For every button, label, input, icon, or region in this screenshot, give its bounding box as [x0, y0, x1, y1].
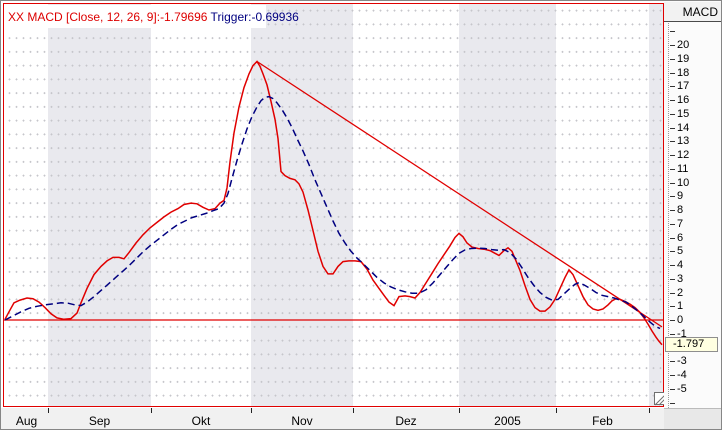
y-axis-label: 20 [677, 39, 690, 51]
trigger-line [4, 95, 661, 330]
y-axis-label: 7 [677, 217, 684, 230]
x-axis-label: Dez [395, 414, 417, 428]
y-axis-tick [670, 58, 675, 60]
y-axis-label: -4 [677, 369, 687, 381]
bottom-right-corner [664, 408, 721, 429]
y-axis-tick [670, 113, 675, 115]
x-axis-tick [151, 408, 152, 413]
y-axis-line [668, 23, 669, 408]
macd-line [4, 60, 663, 346]
y-axis-label: 9 [677, 190, 684, 203]
x-axis-tick [459, 408, 460, 413]
y-axis-tick [670, 320, 675, 321]
y-axis-label: 11 [677, 162, 689, 175]
x-axis-label: Feb [592, 414, 613, 428]
y-axis-tick [670, 196, 675, 198]
dot-grid [4, 4, 663, 406]
y-axis-label: 10 [677, 176, 690, 189]
y-axis-tick [670, 72, 675, 74]
y-axis-label: 2 [677, 286, 684, 299]
y-axis-label: 4 [677, 259, 684, 271]
y-axis-label: 0 [677, 314, 684, 326]
y-axis-tick [670, 141, 675, 143]
y-axis-tick [670, 306, 675, 308]
x-axis-tick [353, 408, 354, 413]
y-axis-tick [670, 223, 675, 225]
y-axis-label: 3 [677, 272, 684, 285]
y-axis-tick [670, 265, 675, 266]
current-value-badge: -1.797 [665, 336, 718, 352]
y-axis-tick [670, 278, 675, 280]
right-axis-panel: MACD 20 19 18 17 16 15 14 13 12 11 10 9 8 7 6 5 4 3 2 1 0 -1-… [664, 1, 721, 408]
y-axis-tick [670, 100, 675, 101]
y-axis-label: 8 [677, 204, 684, 216]
y-axis-tick [670, 182, 675, 184]
y-axis-tick [670, 168, 675, 170]
x-axis-tick [48, 408, 49, 413]
y-axis-tick [670, 155, 675, 156]
y-axis-label: 17 [677, 80, 690, 93]
y-axis-label: 18 [677, 66, 690, 79]
y-axis-tick [670, 251, 675, 253]
y-axis-tick [670, 375, 675, 376]
y-axis-tick [670, 402, 675, 404]
y-axis-label: 19 [677, 52, 690, 65]
y-axis-tick [670, 292, 675, 294]
y-axis-label: 1 [677, 300, 684, 313]
y-axis-tick [670, 237, 675, 239]
y-axis-label: 5 [677, 245, 684, 258]
x-axis-tick [251, 408, 252, 413]
y-axis-tick [670, 127, 675, 129]
trigger-title-text: Trigger:-0.69936 [207, 10, 299, 24]
y-axis-label: -1 [677, 327, 687, 340]
y-axis-label: 12 [677, 149, 690, 161]
y-axis-tick [670, 210, 675, 211]
y-axis-label: 6 [677, 231, 684, 244]
x-axis-label: Nov [291, 414, 313, 428]
indicator-title-text: XX MACD [Close, 12, 26, 9]:-1.79696 [8, 10, 208, 24]
x-axis: Aug Sep Okt Nov Dez 2005 Feb [1, 408, 664, 429]
y-axis-tick [670, 333, 675, 335]
y-axis-label: 14 [677, 121, 690, 134]
y-axis: 20 19 18 17 16 15 14 13 12 11 10 9 8 7 6 5 4 3 2 1 0 -1 -3 -4 -5 [664, 23, 721, 408]
macd-plot-area[interactable]: XX MACD [Close, 12, 26, 9]:-1.79696 Trig… [3, 3, 667, 407]
y-axis-label: -3 [677, 355, 687, 368]
pane-header-label: MACD [664, 2, 721, 22]
y-axis-tick [670, 45, 675, 46]
x-axis-label: Sep [88, 414, 111, 428]
y-axis-label: 13 [677, 135, 690, 148]
y-axis-tick [670, 31, 675, 33]
y-axis-label: 15 [677, 107, 690, 120]
indicator-title: XX MACD [Close, 12, 26, 9]:-1.79696 Trig… [5, 5, 299, 28]
y-axis-tick [670, 86, 675, 88]
x-axis-tick [649, 408, 650, 413]
chart-canvas[interactable] [4, 4, 663, 406]
y-axis-tick [670, 361, 675, 363]
x-axis-label: 2005 [494, 414, 521, 428]
x-axis-tick [556, 408, 557, 413]
trend-line [256, 60, 663, 328]
x-axis-label: Aug [15, 414, 38, 428]
y-axis-label: -5 [677, 382, 687, 395]
x-axis-label: Okt [191, 414, 211, 428]
y-axis-tick [670, 388, 675, 390]
y-axis-label: 16 [677, 94, 690, 106]
